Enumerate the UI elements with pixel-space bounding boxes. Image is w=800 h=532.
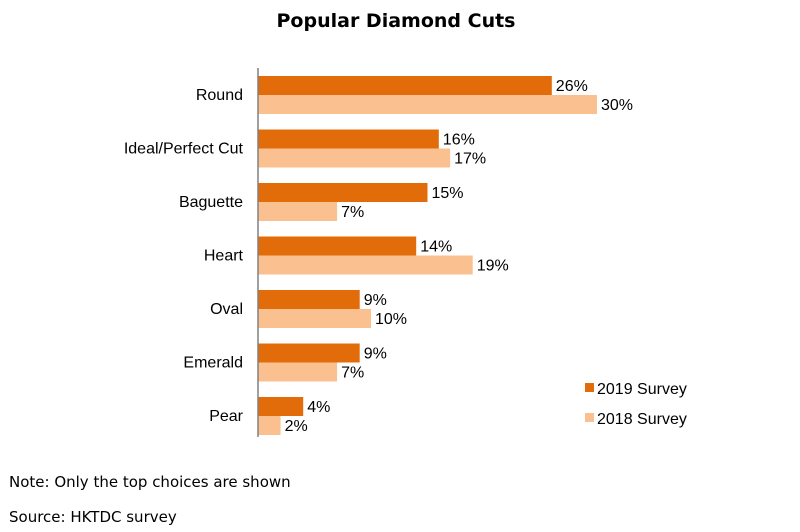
legend-swatch-2018-survey: [585, 413, 594, 422]
legend: 2019 Survey 2018 Survey: [585, 381, 687, 428]
bar-2018-survey-round: [258, 95, 597, 114]
data-label-2018-survey-pear: 2%: [285, 418, 308, 435]
bar-2018-survey-ideal-perfect-cut: [258, 148, 451, 168]
bar-2019-survey-heart: [258, 236, 417, 256]
bar-chart: Round 26% 30% Ideal/Perfect Cut 16% 17% Baguet…: [124, 68, 687, 437]
data-label-2018-survey-oval: 10%: [375, 311, 407, 328]
data-label-2018-survey-ideal-perfect-cut: 17%: [454, 151, 486, 168]
data-label-2018-survey-heart: 19%: [477, 258, 509, 275]
data-label-2019-survey-baguette: 15%: [432, 185, 464, 202]
bar-2018-survey-heart: [258, 255, 473, 275]
bar-2018-survey-baguette: [258, 202, 338, 221]
legend-swatch-2019-survey: [585, 383, 594, 392]
data-label-2018-survey-emerald: 7%: [341, 365, 364, 382]
labels-layer: Round 26% 30% Ideal/Perfect Cut 16% 17% Baguet…: [124, 78, 633, 435]
bar-2018-survey-emerald: [258, 362, 338, 382]
data-label-2019-survey-round: 26%: [556, 78, 588, 95]
bar-2019-survey-ideal-perfect-cut: [258, 129, 439, 149]
bar-2019-survey-oval: [258, 290, 360, 309]
bar-2018-survey-pear: [258, 416, 281, 435]
legend-label-2019-survey: 2019 Survey: [597, 381, 687, 398]
category-label-pear: Pear: [209, 408, 243, 425]
bar-2019-survey-baguette: [258, 183, 428, 202]
data-label-2018-survey-baguette: 7%: [341, 204, 364, 221]
data-label-2019-survey-ideal-perfect-cut: 16%: [443, 132, 475, 149]
bar-2019-survey-emerald: [258, 343, 360, 363]
bar-2019-survey-pear: [258, 397, 304, 416]
category-label-round: Round: [196, 87, 243, 104]
bar-2019-survey-round: [258, 76, 552, 95]
data-label-2018-survey-round: 30%: [601, 97, 633, 114]
bar-2018-survey-oval: [258, 309, 371, 328]
data-label-2019-survey-emerald: 9%: [364, 346, 387, 363]
chart-title: Popular Diamond Cuts: [276, 10, 516, 32]
chart-note: Note: Only the top choices are shown: [9, 473, 291, 491]
data-label-2019-survey-pear: 4%: [307, 399, 330, 416]
category-label-oval: Oval: [210, 301, 243, 318]
category-label-heart: Heart: [204, 248, 244, 265]
category-label-ideal-perfect-cut: Ideal/Perfect Cut: [124, 141, 244, 158]
legend-label-2018-survey: 2018 Survey: [597, 411, 687, 428]
data-label-2019-survey-oval: 9%: [364, 292, 387, 309]
bars-layer: [258, 76, 597, 435]
category-label-baguette: Baguette: [179, 194, 243, 211]
chart-source: Source: HKTDC survey: [9, 508, 177, 526]
data-label-2019-survey-heart: 14%: [420, 239, 452, 256]
category-label-emerald: Emerald: [183, 355, 243, 372]
